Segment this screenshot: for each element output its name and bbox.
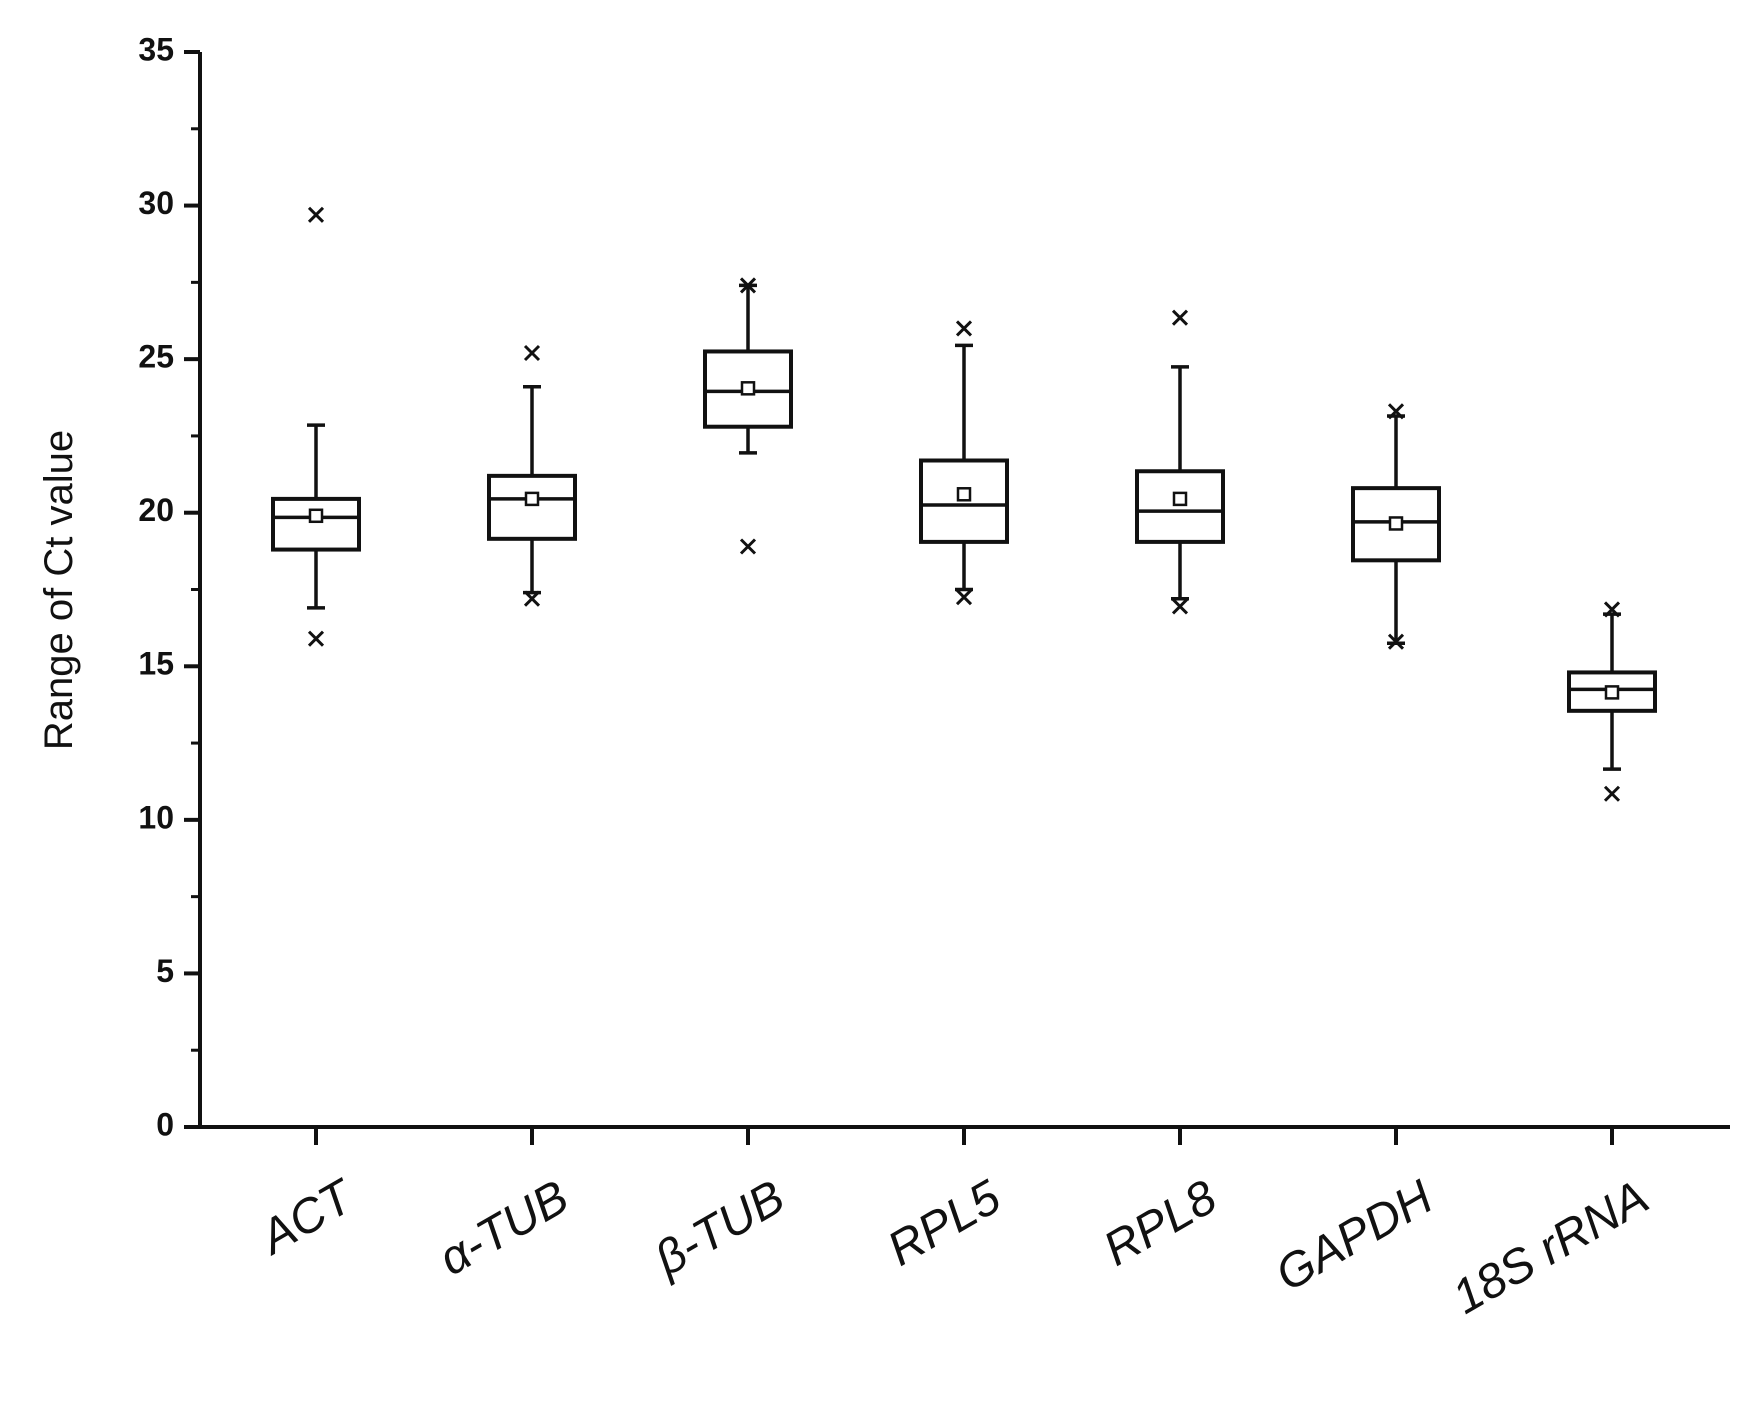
mean bbox=[740, 381, 756, 396]
y-tick-label: 30 bbox=[138, 185, 174, 221]
y-tick-label: 15 bbox=[138, 646, 174, 682]
outlier bbox=[955, 320, 973, 337]
x-tick-label: RPL8 bbox=[1095, 1170, 1226, 1276]
box bbox=[1135, 469, 1225, 544]
outlier bbox=[307, 630, 325, 647]
mean bbox=[956, 487, 972, 502]
y-tick-label: 10 bbox=[138, 799, 174, 835]
x-tick-label: β-TUB bbox=[645, 1171, 794, 1288]
y-tick-label: 20 bbox=[138, 492, 174, 528]
outlier bbox=[1387, 403, 1405, 420]
y-tick-label: 35 bbox=[138, 31, 174, 67]
outlier bbox=[1603, 601, 1621, 618]
outlier bbox=[307, 206, 325, 223]
box bbox=[487, 473, 577, 541]
x-tick-label: GAPDH bbox=[1267, 1170, 1442, 1301]
outlier bbox=[1171, 598, 1189, 615]
outlier bbox=[739, 538, 757, 555]
y-tick-label: 5 bbox=[156, 953, 174, 989]
y-tick-label: 25 bbox=[138, 339, 174, 375]
outlier bbox=[523, 590, 541, 607]
x-tick-label: ACT bbox=[249, 1169, 364, 1266]
outlier bbox=[955, 589, 973, 606]
outlier bbox=[1603, 785, 1621, 802]
x-tick-label: 18S rRNA bbox=[1444, 1171, 1658, 1325]
box bbox=[1567, 670, 1657, 713]
outlier bbox=[739, 277, 757, 294]
box bbox=[271, 496, 361, 552]
mean bbox=[1604, 685, 1620, 700]
outlier bbox=[1171, 309, 1189, 326]
outlier bbox=[1387, 633, 1405, 650]
mean bbox=[308, 508, 324, 524]
y-axis-label: Range of Ct value bbox=[37, 430, 81, 750]
x-tick-label: RPL5 bbox=[879, 1170, 1010, 1276]
mean bbox=[1172, 491, 1188, 507]
outlier bbox=[523, 344, 541, 362]
y-tick-label: 0 bbox=[156, 1106, 174, 1142]
x-tick-label: α-TUB bbox=[430, 1171, 577, 1287]
mean bbox=[1388, 516, 1404, 531]
mean bbox=[524, 491, 540, 507]
